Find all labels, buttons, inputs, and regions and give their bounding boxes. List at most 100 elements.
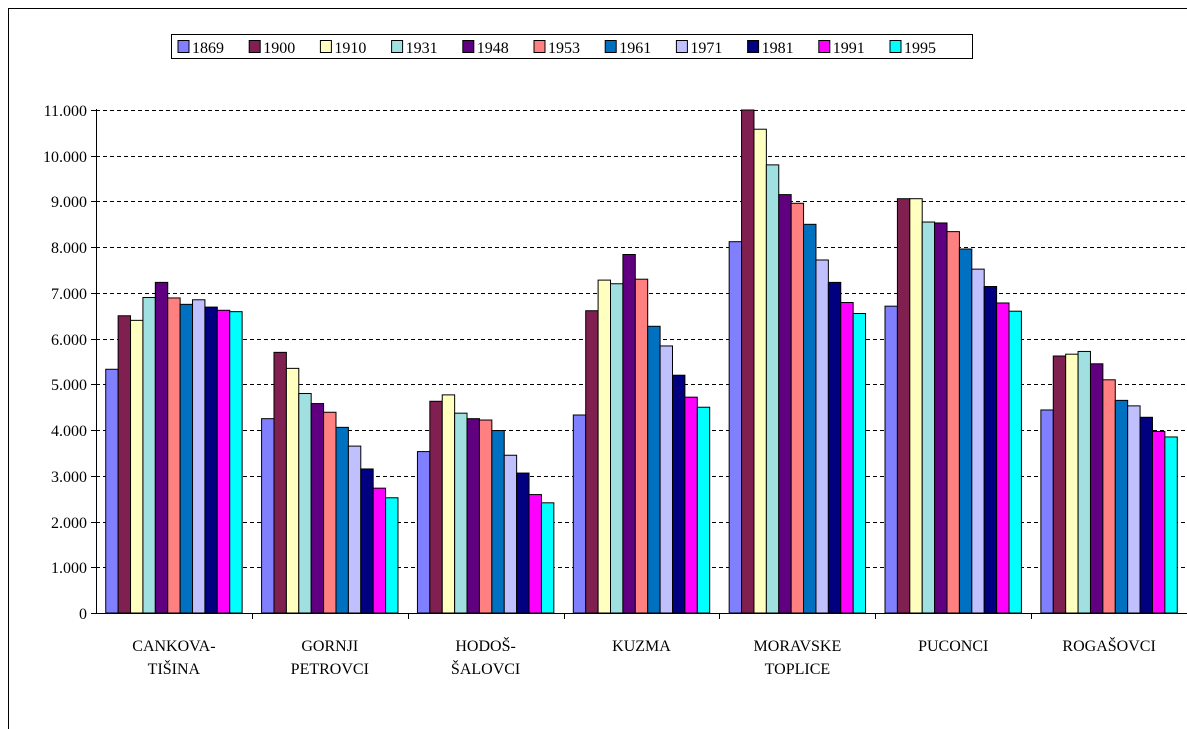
bars	[106, 110, 1178, 613]
bar	[1009, 311, 1021, 613]
bar	[311, 404, 323, 613]
legend-label: 1900	[263, 40, 295, 57]
bar	[791, 203, 803, 613]
bar	[754, 129, 766, 613]
legend-swatch	[605, 41, 616, 53]
y-tick-label: 2.000	[51, 515, 87, 532]
y-tick-label: 8.000	[51, 240, 87, 257]
bar	[467, 419, 479, 613]
bar	[1078, 351, 1090, 613]
bar	[922, 222, 934, 613]
bar	[361, 469, 373, 613]
bar	[529, 495, 541, 613]
bar	[1103, 380, 1115, 613]
bar	[492, 431, 504, 613]
bar	[299, 394, 311, 613]
legend-label: 1971	[690, 40, 722, 57]
bar	[193, 300, 205, 613]
bar	[217, 310, 229, 613]
bar	[935, 223, 947, 613]
bar	[386, 498, 398, 613]
bar	[143, 297, 155, 613]
x-tick-label: TOPLICE	[765, 661, 830, 678]
bar	[417, 452, 429, 613]
legend-swatch	[392, 41, 403, 53]
y-tick-label: 1.000	[51, 560, 87, 577]
bar	[1140, 417, 1152, 613]
bar	[1128, 406, 1140, 613]
legend-label: 1961	[619, 40, 651, 57]
y-tick-label: 4.000	[51, 423, 87, 440]
legend-label: 1869	[192, 40, 224, 57]
x-tick-label: PETROVCI	[291, 661, 369, 678]
bar	[180, 304, 192, 613]
bar	[1165, 437, 1177, 613]
legend-label: 1995	[904, 40, 936, 57]
bar	[648, 326, 660, 613]
x-tick-label: ROGAŠOVCI	[1062, 636, 1155, 655]
bar	[1041, 410, 1053, 613]
legend-label: 1953	[548, 40, 580, 57]
bar	[479, 420, 491, 613]
y-tick-label: 0	[79, 606, 87, 623]
bar	[118, 316, 130, 613]
bar	[997, 303, 1009, 613]
bar	[972, 269, 984, 613]
bar	[274, 352, 286, 613]
bar	[442, 395, 454, 613]
bar	[373, 488, 385, 613]
legend-swatch	[890, 41, 901, 53]
bar	[766, 165, 778, 613]
y-tick-label: 11.000	[44, 103, 87, 120]
bar	[262, 419, 274, 613]
bar	[430, 401, 442, 613]
bar	[841, 303, 853, 613]
bar	[598, 280, 610, 613]
y-tick-label: 5.000	[51, 377, 87, 394]
bar	[573, 415, 585, 613]
bar	[1053, 356, 1065, 613]
legend-swatch	[178, 41, 189, 53]
bar	[779, 195, 791, 613]
bar	[910, 199, 922, 613]
bar	[106, 369, 118, 613]
legend-label: 1991	[833, 40, 865, 57]
bar	[1066, 354, 1078, 613]
bar	[742, 110, 754, 613]
legend-swatch	[748, 41, 759, 53]
legend-label: 1931	[406, 40, 438, 57]
bar	[286, 368, 298, 613]
legend-swatch	[249, 41, 260, 53]
legend-label: 1910	[334, 40, 366, 57]
bar	[660, 346, 672, 613]
bar	[517, 473, 529, 613]
y-tick-labels: 0 1.000 2.000 3.000 4.000 5.000 6.000 7.000 8.00…	[43, 103, 87, 623]
x-tick-label: CANKOVA-	[132, 638, 215, 655]
bar	[828, 282, 840, 613]
x-tick-label: HODOŠ-	[455, 636, 515, 655]
x-tick-label: MORAVSKE	[754, 638, 842, 655]
bar	[1090, 364, 1102, 613]
bar	[131, 320, 143, 613]
bar	[804, 224, 816, 613]
bar	[324, 412, 336, 613]
y-tick-label: 9.000	[51, 194, 87, 211]
bar	[885, 306, 897, 613]
legend-swatch	[320, 41, 331, 53]
x-tick-label: TIŠINA	[148, 659, 201, 678]
bar	[853, 313, 865, 613]
legend-swatch	[819, 41, 830, 53]
bar	[455, 413, 467, 613]
x-tick-label: ŠALOVCI	[451, 659, 520, 678]
legend-swatch	[463, 41, 474, 53]
legend: 1869 1900 1910 1931 1948 1953 1961 1971 1981 1991…	[172, 35, 973, 59]
bar	[611, 284, 623, 613]
bar	[155, 282, 167, 613]
y-tick-label: 3.000	[51, 469, 87, 486]
y-tick-label: 7.000	[51, 286, 87, 303]
y-tick-label: 6.000	[51, 332, 87, 349]
bar	[1115, 400, 1127, 613]
x-tick-labels: CANKOVA- TIŠINA GORNJI PETROVCI HODOŠ- ŠALOVC…	[132, 636, 1156, 678]
bar	[635, 279, 647, 613]
